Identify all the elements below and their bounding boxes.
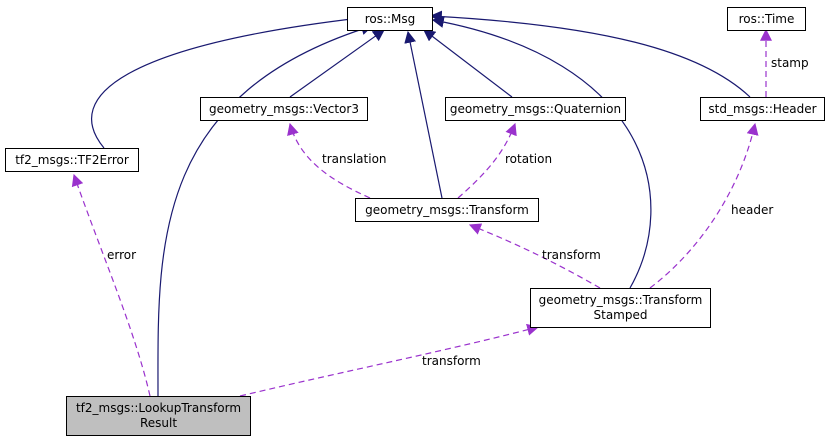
node-transform-stamped-line2: Stamped — [593, 308, 648, 322]
node-vector3-label: geometry_msgs::Vector3 — [209, 101, 359, 116]
edge-label-error: error — [107, 248, 137, 262]
edge-header-header-stamped — [649, 122, 759, 289]
edge-quaternion-rotation-transform — [457, 122, 517, 199]
edge-stamped-inherits-msg — [431, 16, 652, 289]
node-std-header-label: std_msgs::Header — [708, 101, 817, 116]
node-lookup-result-line2: Result — [139, 416, 178, 430]
node-lookup-result-line1: tf2_msgs::LookupTransform — [75, 401, 242, 415]
edge-label-transform-result: transform — [422, 354, 481, 368]
node-ros-msg-label: ros::Msg — [364, 11, 416, 26]
node-tf2-error-label: tf2_msgs::TF2Error — [15, 152, 129, 167]
edge-label-transform-stamped: transform — [542, 248, 601, 262]
node-transform-stamped[interactable]: geometry_msgs::Transform Stamped — [530, 288, 711, 328]
node-quaternion[interactable]: geometry_msgs::Quaternion — [445, 97, 626, 121]
node-lookup-transform-result[interactable]: tf2_msgs::LookupTransform Result — [66, 396, 251, 436]
edge-quaternion-inherits-msg — [423, 29, 513, 98]
edge-label-rotation: rotation — [505, 152, 553, 166]
edge-tf2error-inherits-msg — [91, 13, 362, 149]
edge-header-inherits-msg — [429, 10, 751, 98]
node-ros-time[interactable]: ros::Time — [727, 7, 806, 31]
node-ros-msg[interactable]: ros::Msg — [347, 7, 433, 31]
edge-transform-inherits-msg — [404, 30, 443, 199]
node-std-header[interactable]: std_msgs::Header — [700, 97, 825, 121]
edge-label-stamp: stamp — [771, 56, 809, 70]
edge-label-header: header — [731, 203, 774, 217]
edge-transform-transform-stamped — [468, 223, 601, 289]
node-ros-time-label: ros::Time — [738, 11, 795, 26]
node-vector3[interactable]: geometry_msgs::Vector3 — [200, 97, 368, 121]
edge-tf2error-error-result — [71, 173, 151, 397]
node-transform[interactable]: geometry_msgs::Transform — [355, 198, 539, 222]
node-transform-label: geometry_msgs::Transform — [365, 202, 529, 217]
node-transform-stamped-line1: geometry_msgs::Transform — [538, 293, 703, 307]
node-quaternion-label: geometry_msgs::Quaternion — [449, 101, 622, 116]
edge-result-inherits-msg — [157, 23, 374, 397]
node-tf2-error[interactable]: tf2_msgs::TF2Error — [5, 148, 139, 172]
edge-label-translation: translation — [322, 152, 387, 166]
edge-vector3-inherits-msg — [289, 29, 385, 98]
edge-stamped-transform-result — [239, 323, 540, 397]
edge-vector3-translation-transform — [287, 122, 371, 199]
